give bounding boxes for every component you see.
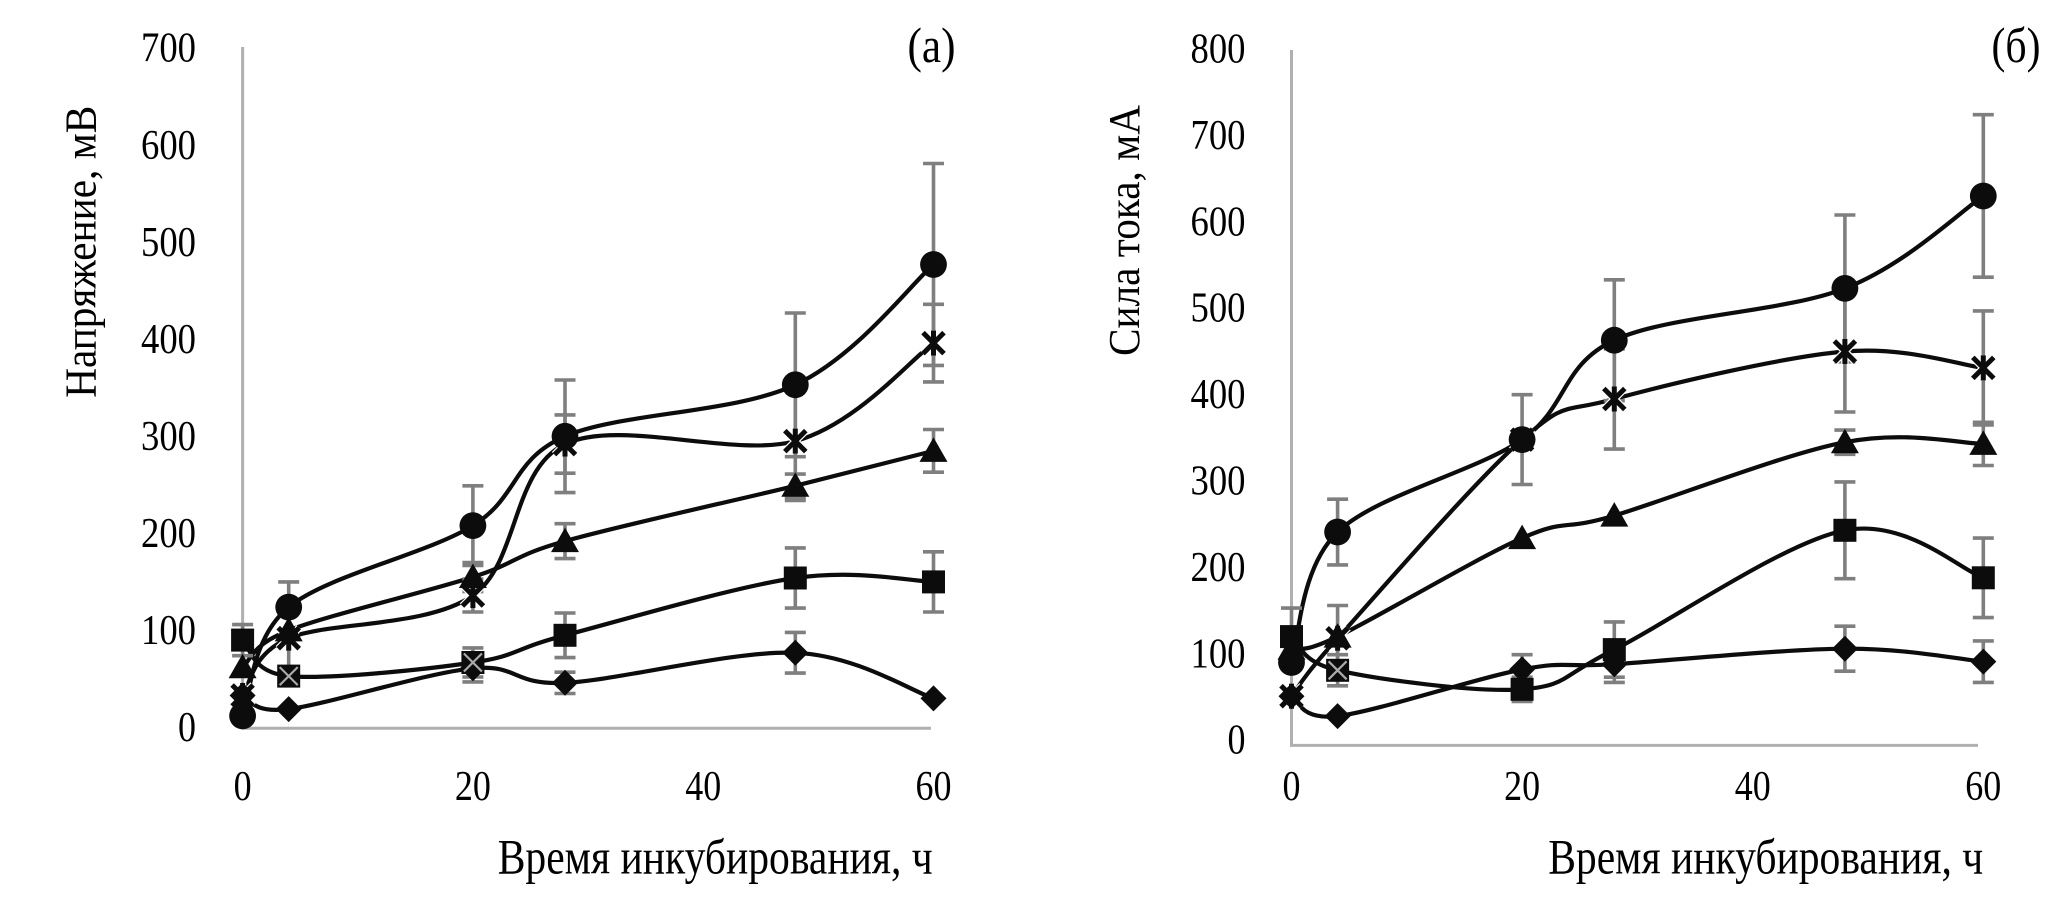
- svg-text:(а): (а): [908, 17, 956, 73]
- svg-text:Время инкубирования, ч: Время инкубирования, ч: [1548, 829, 1983, 885]
- svg-text:20: 20: [1504, 764, 1540, 810]
- svg-text:700: 700: [141, 26, 196, 72]
- svg-text:0: 0: [178, 705, 196, 751]
- svg-text:0: 0: [1228, 718, 1246, 764]
- svg-text:Сила тока, мА: Сила тока, мА: [1100, 105, 1149, 356]
- svg-text:200: 200: [141, 511, 196, 557]
- svg-text:20: 20: [455, 764, 491, 810]
- svg-text:700: 700: [1191, 113, 1246, 159]
- svg-text:(б): (б): [1992, 17, 2041, 73]
- svg-text:600: 600: [1191, 199, 1246, 245]
- svg-text:40: 40: [1735, 764, 1771, 810]
- svg-text:500: 500: [141, 220, 196, 266]
- svg-text:800: 800: [1191, 27, 1246, 73]
- svg-text:600: 600: [141, 123, 196, 169]
- svg-text:300: 300: [141, 414, 196, 460]
- svg-text:Напряжение, мВ: Напряжение, мВ: [57, 106, 106, 398]
- svg-text:Время инкубирования, ч: Время инкубирования, ч: [498, 829, 933, 885]
- svg-text:60: 60: [1965, 764, 2001, 810]
- svg-text:300: 300: [1191, 459, 1246, 505]
- svg-text:100: 100: [1191, 631, 1246, 677]
- svg-text:200: 200: [1191, 545, 1246, 591]
- svg-text:0: 0: [1283, 764, 1301, 810]
- svg-text:500: 500: [1191, 286, 1246, 332]
- svg-text:400: 400: [141, 317, 196, 363]
- svg-text:100: 100: [141, 608, 196, 654]
- svg-text:0: 0: [234, 764, 252, 810]
- svg-text:400: 400: [1191, 372, 1246, 418]
- svg-text:40: 40: [685, 764, 721, 810]
- svg-text:60: 60: [916, 764, 952, 810]
